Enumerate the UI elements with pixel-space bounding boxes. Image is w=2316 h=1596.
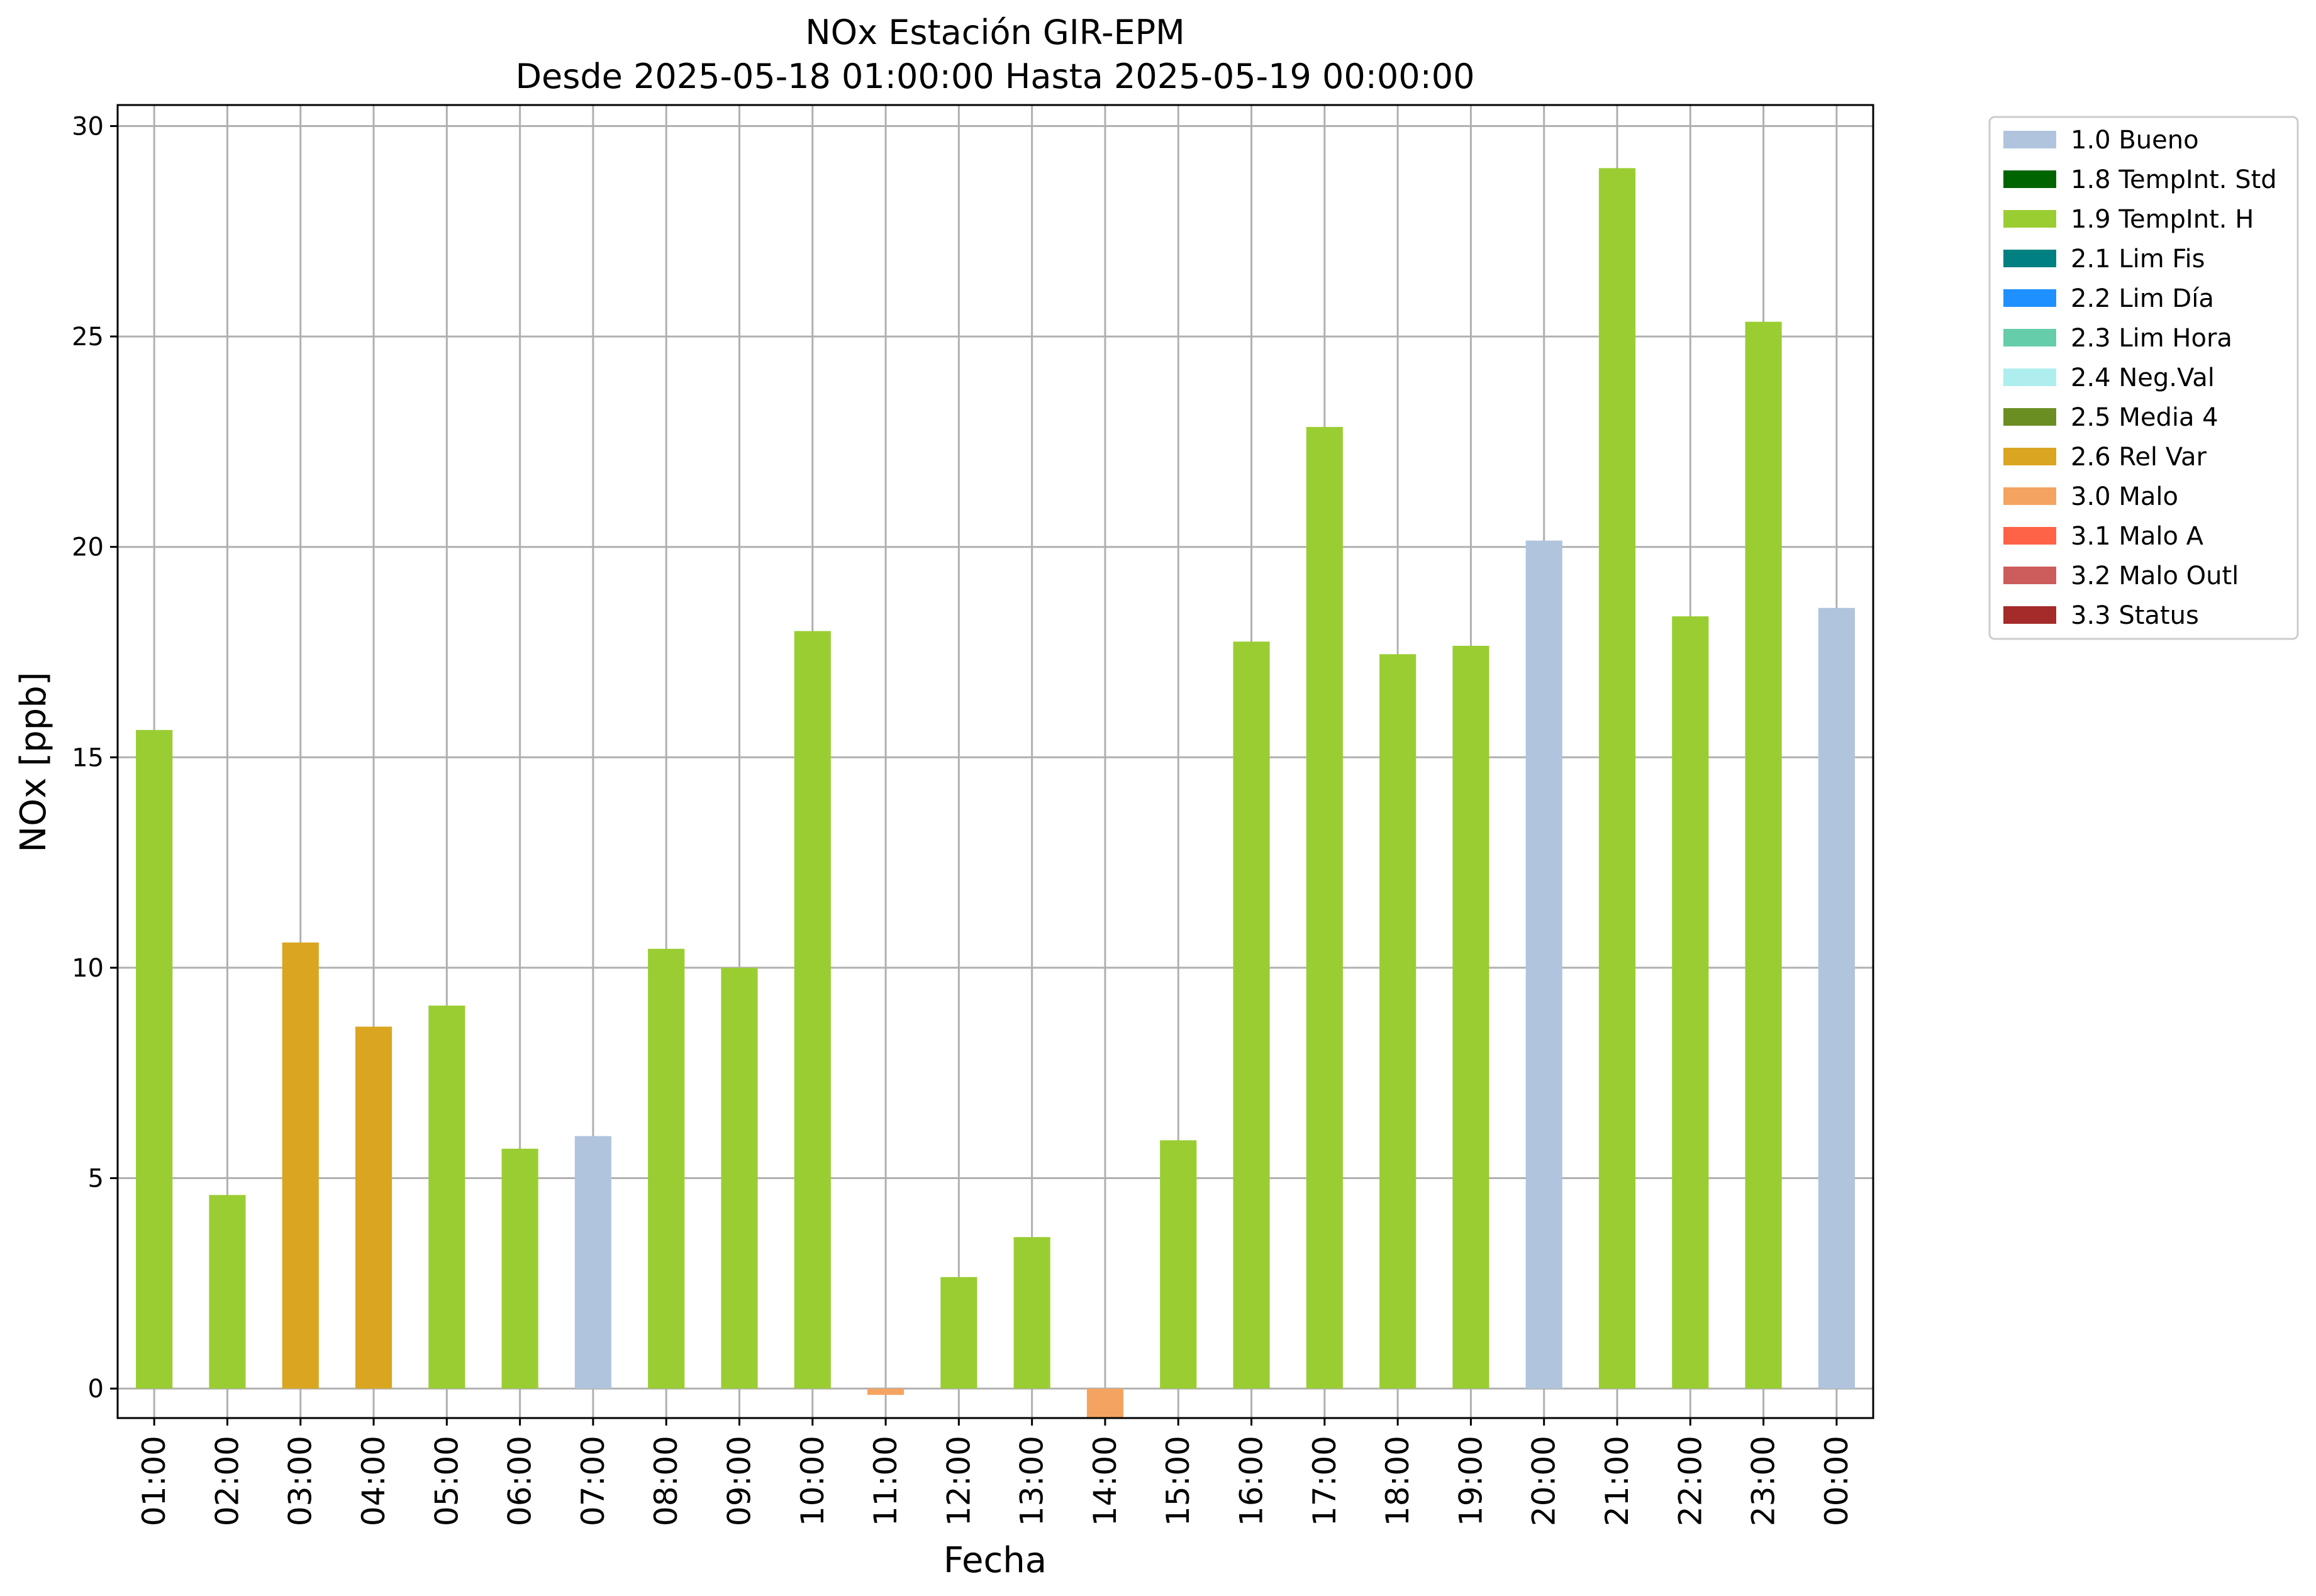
x-tick-label: 15:00 (1160, 1436, 1196, 1526)
legend-label: 3.0 Malo (2071, 482, 2178, 511)
x-tick-label: 17:00 (1306, 1436, 1343, 1526)
x-ticks: 01:00 02:00 03:00 04:00 05:00 06:00 07:00 08:00… (136, 1418, 1855, 1526)
bar-1000 (794, 631, 831, 1389)
legend-swatch (2003, 448, 2056, 465)
bar-1500 (1160, 1140, 1197, 1389)
legend-swatch (2003, 408, 2056, 426)
legend-swatch (2003, 289, 2056, 307)
bar-0300 (282, 942, 319, 1389)
x-tick-label: 16:00 (1233, 1436, 1270, 1526)
x-tick-label: 09:00 (721, 1436, 757, 1526)
bars-layer (136, 168, 1855, 1418)
bar-1100 (867, 1388, 905, 1395)
bar-0700 (574, 1136, 611, 1389)
y-tick-label: 5 (88, 1165, 104, 1194)
x-tick-label: 05:00 (428, 1436, 465, 1526)
x-tick-label: 19:00 (1452, 1436, 1489, 1526)
x-axis-label: Fecha (944, 1540, 1047, 1581)
legend: 1.0 Bueno 1.8 TempInt. Std 1.9 TempInt. H 2… (1988, 116, 2299, 640)
x-tick-label: 14:00 (1087, 1436, 1123, 1526)
x-tick-label: 21:00 (1599, 1436, 1635, 1526)
x-tick-label: 22:00 (1672, 1436, 1708, 1526)
bar-0800 (648, 948, 685, 1389)
plot-frame (116, 104, 1874, 1419)
y-tick-label: 20 (72, 533, 104, 562)
x-tick-label: 13:00 (1014, 1436, 1050, 1526)
legend-label: 1.0 Bueno (2071, 126, 2199, 155)
x-tick-label: 20:00 (1526, 1436, 1562, 1526)
bar-2300 (1745, 321, 1782, 1389)
x-tick-label: 02:00 (209, 1436, 245, 1526)
y-axis-label: NOx [ppb] (13, 672, 54, 852)
bar-1800 (1379, 654, 1417, 1389)
legend-label: 2.4 Neg.Val (2071, 363, 2215, 392)
legend-swatch (2003, 527, 2056, 545)
bar-0900 (721, 967, 758, 1389)
x-tick-label: 03:00 (282, 1436, 319, 1526)
bar-1600 (1233, 641, 1270, 1389)
bar-2100 (1598, 168, 1636, 1389)
legend-swatch (2003, 329, 2056, 346)
legend-swatch (2003, 567, 2056, 584)
x-tick-label: 08:00 (648, 1436, 684, 1526)
legend-swatch (2003, 170, 2056, 188)
legend-swatch (2003, 606, 2056, 624)
bar-0600 (501, 1148, 538, 1389)
legend-label: 1.8 TempInt. Std (2071, 165, 2277, 194)
y-tick-label: 30 (72, 112, 104, 141)
bar-1400 (1086, 1388, 1124, 1418)
legend-label: 2.6 Rel Var (2071, 443, 2207, 472)
legend-label: 2.2 Lim Día (2071, 284, 2214, 313)
y-tick-label: 15 (72, 743, 104, 772)
x-tick-label: 04:00 (355, 1436, 392, 1526)
bar-0100 (136, 729, 173, 1389)
x-tick-label: 23:00 (1745, 1436, 1782, 1526)
x-tick-label: 07:00 (575, 1436, 611, 1526)
bar-1700 (1306, 426, 1343, 1389)
x-tick-label: 12:00 (940, 1436, 977, 1526)
y-tick-label: 25 (72, 323, 104, 352)
bar-0400 (355, 1026, 392, 1389)
bar-2200 (1672, 616, 1709, 1389)
bar-1200 (940, 1277, 977, 1389)
bar-1900 (1452, 645, 1489, 1389)
bar-0000 (1818, 607, 1855, 1389)
legend-frame (1988, 116, 2299, 640)
legend-swatch (2003, 131, 2056, 148)
legend-label: 2.3 Lim Hora (2071, 324, 2232, 353)
legend-swatch (2003, 369, 2056, 386)
x-tick-label: 11:00 (867, 1436, 904, 1526)
legend-label: 2.5 Media 4 (2071, 403, 2219, 432)
bar-0200 (209, 1195, 246, 1389)
y-ticks: 0 5 10 15 20 25 30 (72, 112, 118, 1404)
bar-2000 (1525, 540, 1562, 1389)
bar-0500 (428, 1006, 465, 1389)
x-tick-label: 06:00 (502, 1436, 538, 1526)
y-tick-label: 0 (88, 1375, 104, 1404)
legend-label: 3.3 Status (2071, 601, 2199, 630)
chart-title: NOx Estación GIR-EPM (805, 13, 1185, 52)
x-tick-label: 01:00 (136, 1436, 172, 1526)
x-tick-label: 10:00 (794, 1436, 831, 1526)
chart-subtitle: Desde 2025-05-18 01:00:00 Hasta 2025-05-… (515, 57, 1474, 96)
y-tick-label: 10 (72, 954, 104, 983)
bar-1300 (1013, 1237, 1050, 1389)
x-tick-label: 18:00 (1379, 1436, 1416, 1526)
legend-swatch (2003, 250, 2056, 267)
legend-label: 3.1 Malo A (2071, 522, 2204, 551)
legend-swatch (2003, 210, 2056, 228)
legend-label: 3.2 Malo Outl (2071, 562, 2239, 590)
x-tick-label: 00:00 (1818, 1436, 1855, 1526)
legend-label: 2.1 Lim Fis (2071, 245, 2205, 274)
legend-swatch (2003, 487, 2056, 505)
legend-label: 1.9 TempInt. H (2071, 205, 2254, 234)
